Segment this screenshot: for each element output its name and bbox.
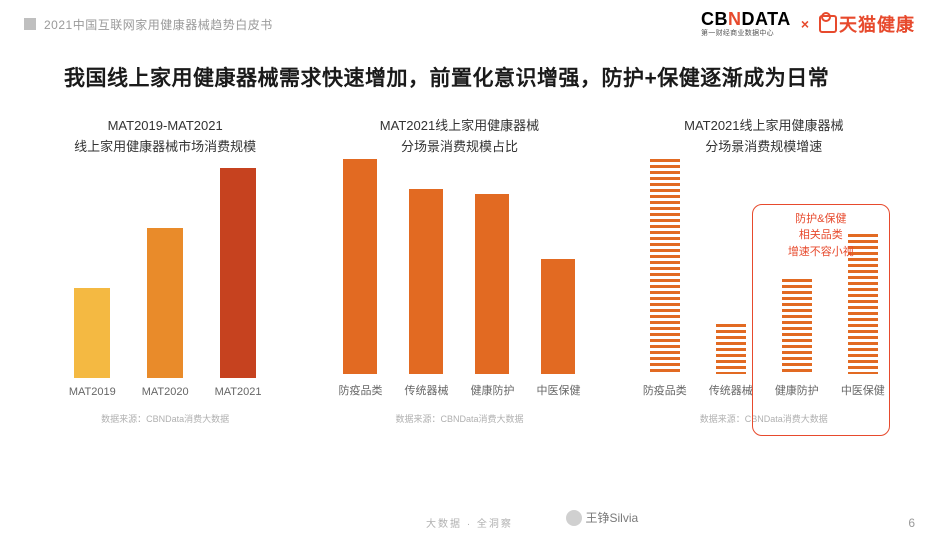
- x-label: 传统器械: [709, 382, 753, 398]
- cbn-subtitle: 第一财经商业数据中心: [701, 28, 791, 38]
- watermark: 王铮Silvia: [560, 507, 645, 528]
- annot-line2: 相关品类: [753, 227, 889, 244]
- charts-row: MAT2019-MAT2021 线上家用健康器械市场消费规模 MAT2019MA…: [0, 92, 939, 425]
- bullet-icon: [24, 18, 36, 30]
- chart-2: MAT2021线上家用健康器械 分场景消费规模占比 防疫品类 传统器械 健康防护 中医…: [319, 116, 599, 425]
- bar-wrap: 传统器械: [709, 324, 753, 398]
- tmall-logo: 天猫健康: [819, 11, 915, 37]
- bar: [541, 259, 575, 374]
- watermark-text: 王铮Silvia: [586, 509, 639, 526]
- bar: [409, 189, 443, 374]
- bar-wrap: MAT2019: [69, 288, 116, 398]
- bar-wrap: MAT2020: [142, 228, 189, 398]
- annot-line3: 增速不容小视: [753, 244, 889, 261]
- logo-separator: ×: [801, 16, 809, 32]
- chart-1: MAT2019-MAT2021 线上家用健康器械市场消费规模 MAT2019MA…: [25, 116, 305, 425]
- bar: [650, 159, 680, 374]
- tmall-icon: [819, 15, 837, 33]
- bar-wrap: 防疫品类: [643, 159, 687, 398]
- bar: [74, 288, 110, 378]
- bar-wrap: 传统器械: [404, 189, 448, 398]
- chart2-source: 数据来源：CBNData消费大数据: [319, 412, 599, 425]
- page-number: 6: [908, 516, 915, 530]
- annot-line1: 防护&保健: [753, 211, 889, 228]
- x-label: 防疫品类: [643, 382, 687, 398]
- x-label: 中医保健: [536, 382, 580, 398]
- footer-text: 大数据 · 全洞察: [0, 515, 939, 530]
- chart3-annotation-box: 防护&保健 相关品类 增速不容小视: [752, 204, 890, 436]
- watermark-icon: [566, 510, 582, 526]
- chart3-title-l1: MAT2021线上家用健康器械: [614, 116, 914, 137]
- chart1-title-l2: 线上家用健康器械市场消费规模: [25, 137, 305, 158]
- tmall-text: 天猫健康: [839, 11, 915, 37]
- chart-3: MAT2021线上家用健康器械 分场景消费规模增速 防护&保健 相关品类 增速不…: [614, 116, 914, 425]
- chart3-title-l2: 分场景消费规模增速: [614, 137, 914, 158]
- chart2-title-l1: MAT2021线上家用健康器械: [319, 116, 599, 137]
- bar-wrap: 中医保健: [536, 259, 580, 398]
- chart1-plot: MAT2019 MAT2020 MAT2021: [25, 158, 305, 398]
- header-bar: 2021中国互联网家用健康器械趋势白皮书 CBNDATA 第一财经商业数据中心 …: [0, 0, 939, 38]
- page-title: 我国线上家用健康器械需求快速增加，前置化意识增强，防护+保健逐渐成为日常: [0, 38, 939, 92]
- cbn-logo: CBNDATA 第一财经商业数据中心: [701, 10, 791, 38]
- bar: [716, 324, 746, 374]
- header-left: 2021中国互联网家用健康器械趋势白皮书: [24, 16, 273, 33]
- bar: [475, 194, 509, 374]
- bar-wrap: 防疫品类: [338, 159, 382, 398]
- chart1-source: 数据来源：CBNData消费大数据: [25, 412, 305, 425]
- bar-wrap: 健康防护: [470, 194, 514, 398]
- x-label: 防疫品类: [338, 382, 382, 398]
- x-label: MAT2020: [142, 386, 189, 398]
- x-label: MAT2019: [69, 386, 116, 398]
- x-label: 传统器械: [404, 382, 448, 398]
- x-label: 健康防护: [470, 382, 514, 398]
- chart1-title-l1: MAT2019-MAT2021: [25, 116, 305, 137]
- cbn-suffix: DATA: [741, 9, 790, 29]
- bar: [220, 168, 256, 378]
- cbn-prefix: CB: [701, 9, 728, 29]
- bar-wrap: MAT2021: [215, 168, 262, 398]
- chart2-title: MAT2021线上家用健康器械 分场景消费规模占比: [319, 116, 599, 158]
- chart3-title: MAT2021线上家用健康器械 分场景消费规模增速: [614, 116, 914, 158]
- bar: [343, 159, 377, 374]
- chart2-plot: 防疫品类 传统器械 健康防护 中医保健: [319, 158, 599, 398]
- x-label: MAT2021: [215, 386, 262, 398]
- chart3-plot: 防护&保健 相关品类 增速不容小视 防疫品类传统器械健康防护中医保健: [614, 158, 914, 398]
- doc-title: 2021中国互联网家用健康器械趋势白皮书: [44, 16, 273, 33]
- chart2-title-l2: 分场景消费规模占比: [319, 137, 599, 158]
- chart1-title: MAT2019-MAT2021 线上家用健康器械市场消费规模: [25, 116, 305, 158]
- header-logos: CBNDATA 第一财经商业数据中心 × 天猫健康: [701, 10, 915, 38]
- cbn-mid: N: [728, 9, 742, 29]
- bar: [147, 228, 183, 378]
